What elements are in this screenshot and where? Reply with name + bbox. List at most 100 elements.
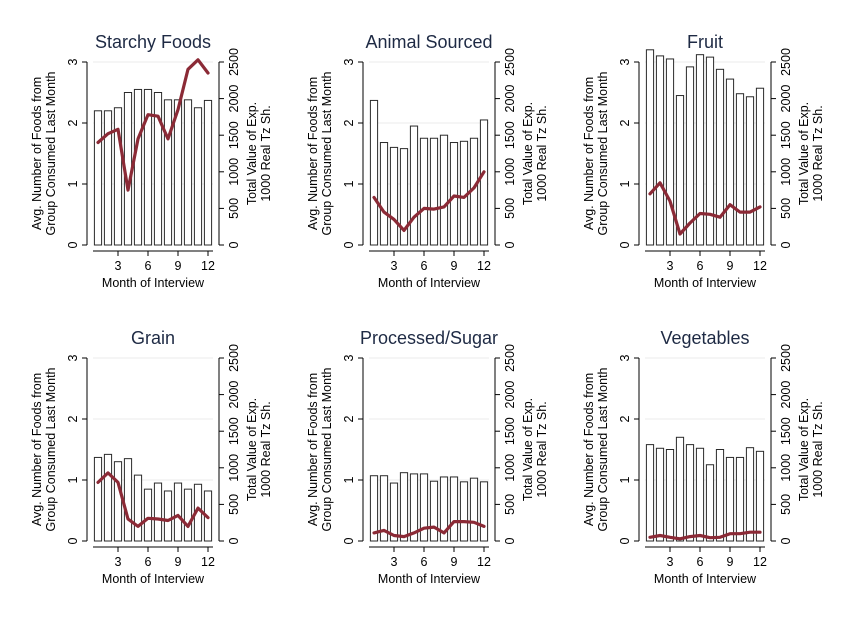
right-axis-label-line2: 1000 Real Tz Sh.	[259, 105, 273, 201]
left-axis-label-line1: Avg. Number of Foods from	[30, 373, 44, 526]
right-tick-label: 1000	[779, 454, 793, 482]
x-tick-label: 6	[697, 259, 704, 273]
expenditure-line	[648, 530, 762, 541]
expenditure-line	[372, 519, 486, 539]
left-tick-label: 3	[618, 354, 632, 361]
bar	[143, 488, 153, 542]
x-tick-label: 12	[201, 259, 215, 273]
right-tick-label: 500	[227, 198, 241, 219]
left-axis-label-line1: Avg. Number of Foods from	[306, 77, 320, 230]
left-axis-label-line2: Group Consumed Last Month	[596, 71, 610, 235]
right-tick-label: 1000	[227, 454, 241, 482]
panel-title: Animal Sourced	[365, 32, 492, 52]
x-tick-label: 3	[667, 259, 674, 273]
bar	[163, 490, 173, 542]
right-tick-label: 0	[779, 241, 793, 248]
bar	[429, 137, 439, 246]
left-axis-label-line2: Group Consumed Last Month	[320, 367, 334, 531]
bar	[163, 99, 173, 246]
bar	[113, 107, 123, 246]
bar	[103, 110, 113, 246]
bar	[685, 444, 695, 542]
right-tick-label: 2500	[503, 344, 517, 372]
x-tick-label: 9	[727, 555, 734, 569]
x-tick-label: 9	[451, 555, 458, 569]
bar	[389, 146, 399, 246]
right-axis-label-line2: 1000 Real Tz Sh.	[535, 105, 549, 201]
right-tick-label: 2500	[503, 48, 517, 76]
x-tick-label: 6	[145, 555, 152, 569]
panel-title: Processed/Sugar	[360, 328, 498, 348]
x-tick-label: 12	[201, 555, 215, 569]
left-axis-label-line2: Group Consumed Last Month	[596, 367, 610, 531]
right-tick-label: 0	[227, 537, 241, 544]
right-tick-label: 1000	[779, 158, 793, 186]
left-tick-label: 1	[66, 180, 80, 187]
bar	[755, 450, 765, 542]
bar	[439, 134, 449, 246]
left-axis-label-line2: Group Consumed Last Month	[44, 71, 58, 235]
bar	[143, 88, 153, 246]
right-tick-label: 0	[503, 241, 517, 248]
bar	[409, 473, 419, 542]
bar	[725, 456, 735, 542]
left-tick-label: 2	[66, 415, 80, 422]
left-tick-label: 1	[618, 180, 632, 187]
x-tick-label: 6	[145, 259, 152, 273]
bar	[705, 464, 715, 542]
right-tick-label: 2000	[503, 381, 517, 409]
right-tick-label: 1000	[503, 158, 517, 186]
bar	[479, 481, 489, 542]
right-tick-label: 2500	[227, 344, 241, 372]
x-axis-label: Month of Interview	[102, 572, 205, 586]
x-tick-label: 12	[753, 259, 767, 273]
left-tick-label: 2	[618, 415, 632, 422]
right-axis-label-line2: 1000 Real Tz Sh.	[811, 401, 825, 497]
left-axis-label-line1: Avg. Number of Foods from	[30, 77, 44, 230]
bar	[725, 78, 735, 246]
expenditure-line	[648, 181, 762, 236]
bar	[123, 458, 133, 542]
left-tick-label: 3	[66, 354, 80, 361]
bar	[103, 453, 113, 542]
x-tick-label: 6	[421, 259, 428, 273]
left-tick-label: 3	[618, 58, 632, 65]
x-tick-label: 12	[753, 555, 767, 569]
right-tick-label: 1000	[227, 158, 241, 186]
bar	[203, 99, 213, 246]
x-tick-label: 12	[477, 259, 491, 273]
bar	[93, 456, 103, 542]
bar	[153, 92, 163, 246]
x-tick-label: 3	[115, 259, 122, 273]
x-tick-label: 3	[391, 259, 398, 273]
right-tick-label: 1500	[227, 121, 241, 149]
bar	[755, 87, 765, 246]
bar	[409, 125, 419, 246]
right-tick-label: 2000	[503, 85, 517, 113]
right-tick-label: 0	[503, 537, 517, 544]
right-tick-label: 2000	[779, 85, 793, 113]
bar	[449, 476, 459, 542]
bar	[369, 99, 379, 246]
x-tick-label: 6	[421, 555, 428, 569]
bar	[173, 99, 183, 246]
right-tick-label: 1500	[779, 417, 793, 445]
left-tick-label: 3	[66, 58, 80, 65]
right-tick-label: 1500	[503, 417, 517, 445]
bar	[665, 449, 675, 542]
right-tick-label: 2500	[779, 344, 793, 372]
bar	[193, 107, 203, 246]
bar	[183, 488, 193, 542]
right-tick-label: 0	[779, 537, 793, 544]
bar	[419, 473, 429, 542]
left-tick-label: 0	[66, 241, 80, 248]
left-tick-label: 0	[618, 241, 632, 248]
bar	[439, 476, 449, 542]
bar	[399, 148, 409, 246]
left-tick-label: 0	[342, 241, 356, 248]
